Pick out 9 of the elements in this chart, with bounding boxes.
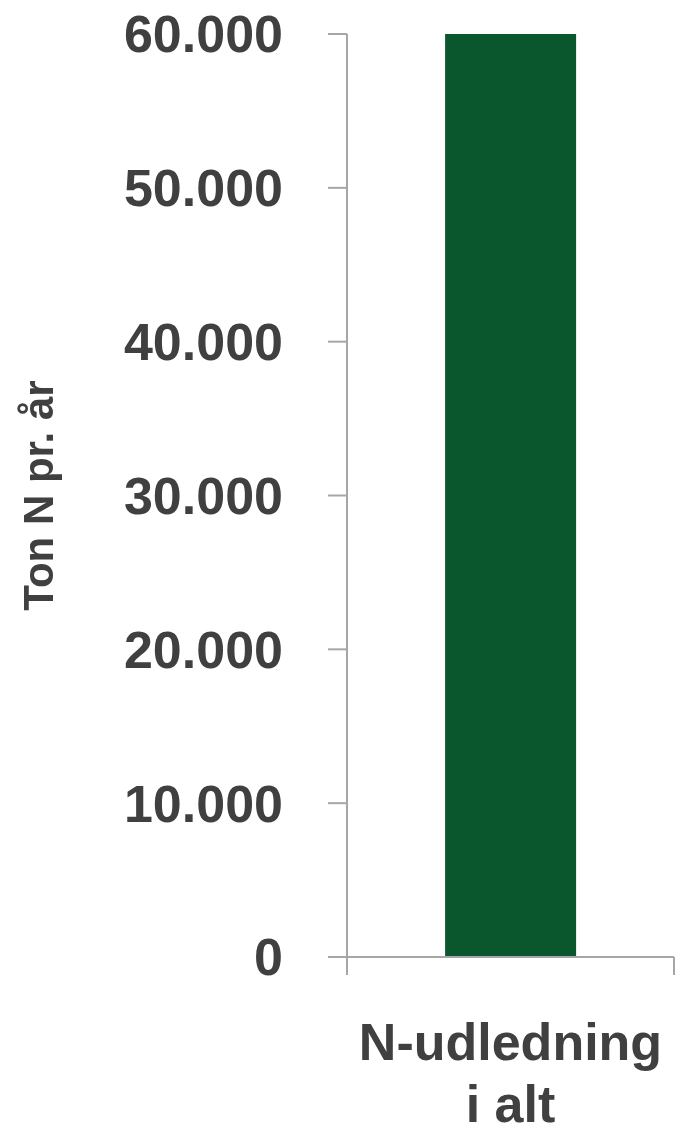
y-tick-label: 0	[254, 928, 283, 987]
x-tick-label: N-udledning i alt	[358, 1013, 663, 1133]
y-tick-label: 20.000	[123, 620, 283, 679]
y-tick-label: 30.000	[123, 466, 283, 525]
y-axis-title: Ton N pr. år	[14, 380, 62, 611]
y-tick-label: 10.000	[123, 774, 283, 833]
y-tick-label: 50.000	[123, 159, 283, 218]
y-tick-label: 40.000	[123, 313, 283, 372]
y-tick-label: 60.000	[123, 5, 283, 64]
